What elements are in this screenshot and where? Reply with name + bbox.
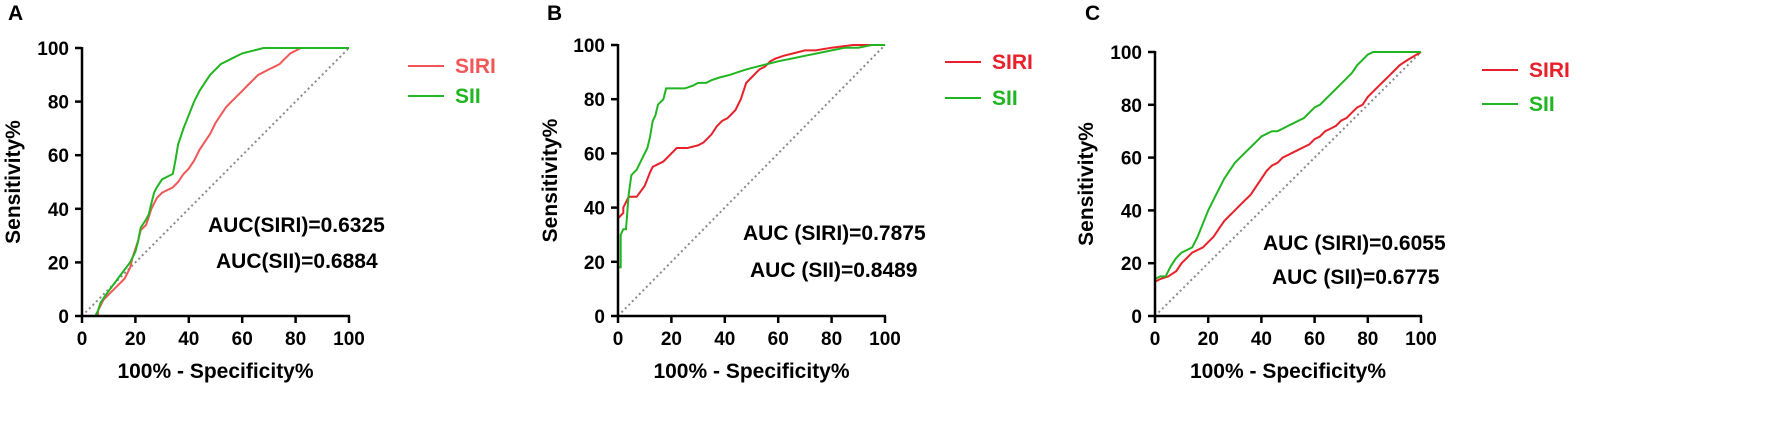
x-tick-label: 60	[232, 329, 253, 350]
roc-panel-c: C 0 20 40 60 80 100 0 20 40 60 80 100 100% - Specific…	[1075, 2, 1570, 383]
y-tick-label: 0	[594, 307, 605, 328]
panel-letter: B	[547, 2, 562, 25]
auc-annotation: AUC(SII)=0.6884	[216, 250, 378, 273]
legend-label-siri: SIRI	[455, 55, 496, 78]
roc-curve-sii	[82, 47, 349, 317]
auc-annotation: AUC (SIRI)=0.6055	[1263, 232, 1446, 255]
x-tick-label: 40	[178, 329, 199, 350]
y-tick-label: 0	[1131, 307, 1142, 328]
y-tick-label: 80	[48, 93, 69, 114]
roc-curve-siri	[82, 47, 349, 317]
x-tick-label: 100	[869, 329, 901, 350]
y-axis-label: Sensitivity%	[539, 118, 562, 242]
y-tick-label: 60	[48, 146, 69, 167]
legend-label-sii: SII	[992, 87, 1018, 110]
y-tick-label: 40	[48, 200, 69, 221]
x-tick-label: 20	[125, 329, 146, 350]
y-tick-label: 100	[1110, 43, 1142, 64]
x-tick-label: 100	[1405, 329, 1437, 350]
x-tick-label: 0	[77, 329, 88, 350]
y-tick-label: 20	[48, 253, 69, 274]
x-tick-label: 40	[1251, 329, 1272, 350]
roc-curve-siri	[1154, 51, 1422, 316]
y-tick-label: 80	[584, 90, 605, 111]
roc-curve-siri	[617, 44, 885, 316]
y-tick-label: 100	[573, 36, 605, 57]
x-tick-label: 0	[1150, 329, 1161, 350]
reference-diagonal-line	[617, 44, 886, 317]
x-tick-label: 0	[613, 329, 624, 350]
x-tick-label: 80	[285, 329, 306, 350]
auc-annotation: AUC (SII)=0.8489	[750, 259, 918, 282]
y-tick-label: 20	[584, 253, 605, 274]
x-tick-label: 80	[821, 329, 842, 350]
y-axis-label: Sensitivity%	[2, 120, 25, 244]
x-tick-label: 60	[768, 329, 789, 350]
y-tick-label: 60	[1121, 149, 1142, 170]
roc-panel-a: A 0 20 40 60 80 100 0 20 40 60 80 100 100% - Specific…	[2, 2, 496, 383]
panel-letter: A	[8, 2, 23, 25]
auc-annotation: AUC (SII)=0.6775	[1272, 266, 1440, 289]
legend-label-sii: SII	[1529, 93, 1555, 116]
y-tick-label: 80	[1121, 96, 1142, 117]
x-tick-label: 20	[1198, 329, 1219, 350]
x-axis-label: 100% - Specificity%	[1190, 360, 1386, 383]
y-axis-label: Sensitivity%	[1075, 122, 1098, 246]
y-tick-label: 60	[584, 144, 605, 165]
y-tick-label: 100	[37, 39, 69, 60]
auc-annotation: AUC(SIRI)=0.6325	[208, 214, 385, 237]
y-tick-label: 0	[58, 307, 69, 328]
x-tick-label: 60	[1304, 329, 1325, 350]
roc-curve-sii	[1154, 51, 1421, 316]
y-tick-label: 40	[1121, 201, 1142, 222]
x-tick-label: 80	[1357, 329, 1378, 350]
x-axis-label: 100% - Specificity%	[117, 360, 313, 383]
roc-panel-b: B 0 20 40 60 80 100 0 20 40 60 80 100 100% - Specific…	[539, 2, 1033, 383]
y-tick-label: 40	[584, 199, 605, 220]
legend-label-sii: SII	[455, 85, 481, 108]
legend-label-siri: SIRI	[992, 51, 1033, 74]
reference-diagonal-line	[81, 47, 350, 317]
roc-curve-sii	[617, 44, 885, 316]
x-axis-label: 100% - Specificity%	[653, 360, 849, 383]
auc-annotation: AUC (SIRI)=0.7875	[743, 222, 926, 245]
y-tick-label: 20	[1121, 254, 1142, 275]
x-tick-label: 100	[333, 329, 365, 350]
panel-letter: C	[1085, 2, 1100, 25]
x-tick-label: 40	[714, 329, 735, 350]
x-tick-label: 20	[661, 329, 682, 350]
legend-label-siri: SIRI	[1529, 59, 1570, 82]
